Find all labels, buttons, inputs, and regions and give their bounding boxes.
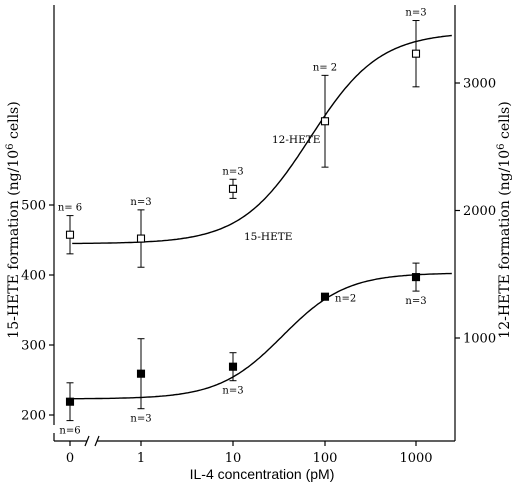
curve-label-12-hete: 12-HETE xyxy=(272,134,320,146)
right-axis-title: 12-HETE formation (ng/106 cells) xyxy=(496,101,513,338)
x-tick-label: 100 xyxy=(313,451,338,466)
n-label: n=6 xyxy=(59,426,80,437)
x-tick-label: 10 xyxy=(225,451,242,466)
point-15-hete xyxy=(136,369,146,378)
x-axis-title: IL-4 concentration (pM) xyxy=(190,466,335,482)
n-annotations: n= 6 n=3 n=3 n= 2 n=3 n=6 n=3 n=3 n=2 n=3 xyxy=(58,8,427,437)
n-label: n=3 xyxy=(130,414,151,425)
n-label: n=3 xyxy=(130,197,151,208)
point-15-hete xyxy=(320,292,330,301)
right-y-tick-label: 3000 xyxy=(463,77,496,92)
point-12-hete xyxy=(411,49,421,58)
point-12-hete xyxy=(136,234,146,243)
point-12-hete xyxy=(65,230,75,239)
curve-label-15-hete: 15-HETE xyxy=(244,231,292,243)
x-axis-break-mark-2 xyxy=(94,435,100,447)
x-tick-label: 1 xyxy=(137,451,145,466)
point-15-hete xyxy=(65,397,75,406)
n-label: n=2 xyxy=(335,294,356,305)
left-y-tick-label: 500 xyxy=(21,199,46,214)
point-15-hete xyxy=(228,362,238,371)
curve-15-hete xyxy=(72,272,452,400)
n-label: n= 2 xyxy=(313,62,337,73)
left-y-tick-label: 200 xyxy=(21,409,46,424)
error-bars xyxy=(66,20,420,422)
n-label: n=3 xyxy=(405,296,426,307)
right-y-tick-label: 1000 xyxy=(463,332,496,347)
point-12-hete xyxy=(320,117,330,126)
fit-curves xyxy=(72,34,452,400)
left-y-tick-label: 300 xyxy=(21,339,46,354)
n-label: n=3 xyxy=(222,386,243,397)
n-label: n= 6 xyxy=(58,203,82,214)
n-label: n=3 xyxy=(222,166,243,177)
axis-ticks: 0 1 10 100 1000 200 300 400 500 1000 2000 3000 xyxy=(21,77,496,467)
data-points xyxy=(65,49,421,406)
x-tick-label: 0 xyxy=(66,451,74,466)
n-label: n=3 xyxy=(405,8,426,19)
left-axis-title: 15-HETE formation (ng/106 cells) xyxy=(5,101,22,338)
point-12-hete xyxy=(228,184,238,193)
x-tick-label: 1000 xyxy=(399,451,432,466)
curve-12-hete xyxy=(72,34,452,245)
right-y-tick-label: 2000 xyxy=(463,204,496,219)
point-15-hete xyxy=(411,273,421,282)
left-y-tick-label: 400 xyxy=(21,269,46,284)
x-axis-break-mark-1 xyxy=(84,435,90,447)
